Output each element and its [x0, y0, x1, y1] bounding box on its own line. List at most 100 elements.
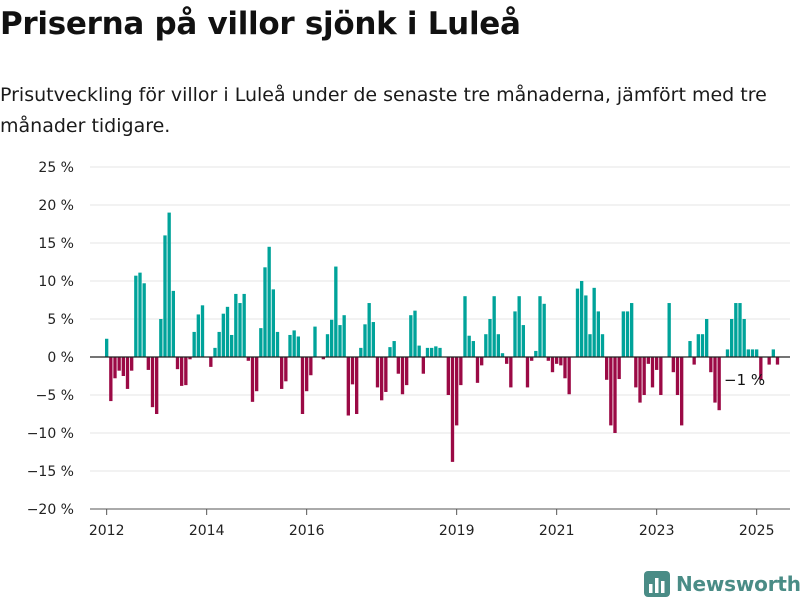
bar	[584, 295, 588, 357]
bar	[400, 357, 405, 395]
bar	[521, 325, 525, 357]
bar	[425, 347, 430, 357]
bar	[109, 357, 113, 402]
y-tick-label: 20 %	[38, 198, 74, 214]
bar	[513, 311, 517, 357]
bar	[305, 357, 309, 392]
bar	[430, 347, 434, 357]
bar	[117, 357, 121, 371]
bar	[359, 347, 363, 357]
bar	[300, 357, 305, 414]
bar	[255, 357, 259, 392]
bar	[446, 357, 450, 395]
bar	[634, 357, 638, 388]
bar	[700, 334, 705, 357]
bar	[321, 357, 325, 360]
bar	[134, 275, 138, 357]
bar	[350, 357, 355, 385]
bar	[617, 357, 621, 380]
bar	[138, 272, 142, 357]
bar	[759, 357, 763, 380]
bar	[259, 328, 263, 357]
bar	[675, 357, 680, 395]
bar	[509, 357, 513, 388]
bar	[450, 357, 455, 462]
bar	[263, 267, 267, 357]
bar	[646, 357, 650, 364]
bar	[388, 347, 392, 357]
bar	[367, 303, 371, 357]
bar	[713, 357, 717, 403]
bar	[200, 305, 205, 357]
bar	[738, 303, 742, 357]
bar	[742, 319, 746, 357]
bar	[605, 357, 609, 380]
bar	[380, 357, 384, 401]
bar	[142, 283, 146, 357]
bar	[171, 290, 175, 357]
bar	[355, 357, 359, 414]
x-tick-label: 2025	[739, 523, 775, 539]
bar	[180, 357, 184, 386]
bar	[484, 334, 488, 357]
bar	[471, 341, 475, 357]
bar	[767, 357, 771, 365]
bar	[113, 357, 117, 379]
x-tick-label: 2012	[89, 523, 125, 539]
bar	[467, 335, 471, 357]
bar	[338, 325, 342, 357]
bar	[225, 306, 230, 357]
bar	[250, 357, 255, 402]
bar	[671, 357, 675, 373]
y-tick-label: −15 %	[27, 464, 74, 480]
y-tick-label: 0 %	[47, 350, 74, 366]
bar	[563, 357, 567, 379]
bar	[346, 357, 350, 416]
bar	[613, 357, 617, 433]
bar	[750, 349, 755, 357]
bar	[125, 357, 130, 389]
chart-subtitle: Prisutveckling för villor i Luleå under …	[0, 84, 767, 137]
bar	[725, 349, 730, 357]
bar	[580, 281, 584, 357]
bar	[409, 315, 413, 357]
bar	[775, 357, 780, 365]
bar	[150, 357, 155, 408]
bar	[246, 357, 250, 361]
bar	[717, 357, 721, 411]
bar	[771, 349, 775, 357]
bar	[280, 357, 284, 389]
bar-chart-icon	[644, 571, 670, 597]
bar	[434, 346, 438, 357]
x-tick-label: 2021	[539, 523, 575, 539]
y-tick-label: 25 %	[38, 160, 74, 176]
y-tick-label: 5 %	[47, 312, 74, 328]
bar	[459, 357, 463, 386]
bar	[480, 357, 484, 366]
bar	[371, 322, 375, 357]
y-tick-label: −5 %	[36, 388, 74, 404]
bar	[546, 357, 550, 361]
bar	[463, 296, 467, 357]
bar	[530, 357, 534, 361]
bar	[209, 357, 213, 367]
bar	[163, 235, 167, 357]
bar	[596, 311, 600, 357]
bar	[542, 303, 546, 357]
bar	[746, 349, 750, 357]
bar	[155, 357, 159, 414]
brand-name: Newsworthy	[676, 572, 800, 596]
bar	[609, 357, 613, 426]
bar	[734, 303, 738, 357]
bar	[534, 350, 538, 357]
bar	[230, 334, 234, 357]
bars	[105, 212, 780, 462]
bar	[238, 303, 242, 357]
bar	[213, 347, 217, 357]
bar	[475, 357, 480, 383]
bar	[496, 334, 500, 357]
bar	[696, 334, 700, 357]
bar	[396, 357, 400, 374]
bar	[755, 349, 759, 357]
